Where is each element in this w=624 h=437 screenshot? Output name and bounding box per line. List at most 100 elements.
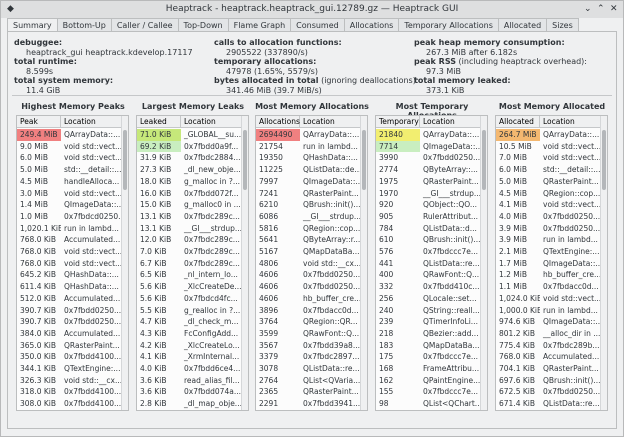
scrollbar-handle[interactable] (602, 130, 606, 190)
tab[interactable]: Consumed (291, 18, 345, 32)
table-row[interactable]: 5.0 MiB std::__detail::... (17, 164, 122, 176)
table-row[interactable]: 2365 QRasterPaint... (256, 386, 361, 398)
column-header[interactable]: Location (300, 116, 361, 127)
tab[interactable]: Top-Down (178, 18, 229, 32)
maximize-button[interactable]: ⌃ (597, 4, 605, 14)
table-row[interactable]: 3896 0x7fbdacc0d... (256, 305, 361, 317)
column-header[interactable]: Location (540, 116, 601, 127)
table-row[interactable]: 2.1 MiB QTextEngine:... (496, 246, 601, 258)
table-row[interactable]: 1.4 MiB QImageData::... (17, 199, 122, 211)
tab[interactable]: Allocated (498, 18, 548, 32)
table-row[interactable]: 7241 QRasterPaint... (256, 188, 361, 200)
table-row[interactable]: 3567 0x7fbdd39a8... (256, 340, 361, 352)
table-row[interactable]: 512.0 KiB Accumulated... (17, 293, 122, 305)
table-row[interactable]: 326.3 KiB void std::__cx... (17, 375, 122, 387)
table-row[interactable]: 671.4 KiB QListData::re... (496, 398, 601, 410)
table-row[interactable]: 390.7 KiB 0x7fbdd0250... (17, 316, 122, 328)
table-row[interactable]: 31.9 KiB 0x7fbdc2884... (137, 152, 242, 164)
table-row[interactable]: 4606 0x7fbdd0250... (256, 281, 361, 293)
table-row[interactable]: 576 0x7fbdccc7e... (376, 246, 481, 258)
table-row[interactable]: 658.1 KiBQHashData::... (496, 410, 601, 411)
table-row[interactable]: 168 FrameAttribu... (376, 363, 481, 375)
table-row[interactable]: 21754 run in lambd... (256, 141, 361, 153)
table-row[interactable]: 768.0 KiB void std::vect... (17, 258, 122, 270)
table-row[interactable]: 5.6 KiB 0x7fbdcd4fc... (137, 293, 242, 305)
tab[interactable]: Caller / Callee (111, 18, 179, 32)
table-row[interactable]: 7997 QImageData::... (256, 176, 361, 188)
table-row[interactable]: 4.1 MiB void std::vect... (496, 199, 601, 211)
scrollbar[interactable] (480, 116, 487, 410)
column-header[interactable]: Location (61, 116, 122, 127)
table-row[interactable]: 239 QTimerInfoLi... (376, 316, 481, 328)
scrollbar[interactable] (600, 116, 607, 410)
table-row[interactable]: 5167 QMapDataBa... (256, 246, 361, 258)
table-row[interactable]: 4606 0x7fbdd0250... (256, 269, 361, 281)
table-row[interactable]: 784 QListData::d... (376, 223, 481, 235)
table-row[interactable]: 1.1 MiB 0x7fbdacc0d... (496, 281, 601, 293)
tab[interactable]: Flame Graph (228, 18, 292, 32)
table-row[interactable]: 2764 QList<QVaria... (256, 375, 361, 387)
table-row[interactable]: 5.6 KiB _XlcCreateDe... (137, 281, 242, 293)
table-row[interactable]: 1970 __GI___strdup... (376, 188, 481, 200)
scrollbar[interactable] (360, 116, 367, 410)
table-row[interactable]: 264.7 MiB QArrayData::... (496, 129, 601, 141)
table-row[interactable]: 2.8 KiB _dl_map_obje... (137, 398, 242, 410)
table-row[interactable]: 4.5 MiB QRegion::cop... (496, 188, 601, 200)
table-row[interactable]: 1.2 MiB hb_buffer_cre... (496, 269, 601, 281)
table-row[interactable]: 1,024.0 KiB void std::vect... (496, 293, 601, 305)
app-icon[interactable]: ◆ (7, 4, 14, 14)
table-row[interactable]: 344.1 KiB QTextEngine:... (17, 363, 122, 375)
table-row[interactable]: 610 QBrush::init()... (376, 234, 481, 246)
table-row[interactable]: 15.0 KiB g_malloc0 in ... (137, 199, 242, 211)
minimize-button[interactable]: ⌄ (584, 4, 592, 14)
tab[interactable]: Sizes (547, 18, 579, 32)
table-row[interactable]: 3.9 MiB run in lambd... (496, 234, 601, 246)
column-header[interactable]: Leaked (137, 116, 181, 127)
table-row[interactable]: 7.0 MiB void std::vect... (496, 152, 601, 164)
column-header[interactable]: Temporary (376, 116, 420, 127)
table-row[interactable]: 905 RulerAttribut... (376, 211, 481, 223)
table-row[interactable]: 6086 __GI___strdup... (256, 211, 361, 223)
table-row[interactable]: 308.0 KiB 0x7fbdd4100... (17, 398, 122, 410)
table-row[interactable]: 2694490 QArrayData::... (256, 129, 361, 141)
table-row[interactable]: 9.0 MiB void std::vect... (17, 141, 122, 153)
table-row[interactable]: 2157QTextEngine:... (256, 410, 361, 411)
table-row[interactable]: 13.1 KiB 0x7fbdc289c... (137, 211, 242, 223)
table-row[interactable]: 19350 QHashData::... (256, 152, 361, 164)
table-row[interactable]: 672.5 KiB 0x7fbdd0250... (496, 386, 601, 398)
table-row[interactable]: 4.0 MiB 0x7fbdd0250... (496, 211, 601, 223)
tab[interactable]: Allocations (344, 18, 400, 32)
table-row[interactable]: 697.6 KiB QBrush::init()... (496, 375, 601, 387)
table-row[interactable]: 218 QBezier::add... (376, 328, 481, 340)
table-row[interactable]: 6.7 KiB 0x7fbdc289c... (137, 258, 242, 270)
table-row[interactable]: 4.1 KiB _XrmInternal... (137, 351, 242, 363)
table-row[interactable]: 71.0 KiB _GLOBAL__su... (137, 129, 242, 141)
table-row[interactable]: 6.5 KiB _nl_intern_lo... (137, 269, 242, 281)
table-row[interactable]: 801.2 KiB __alloc_dir in ... (496, 328, 601, 340)
table-row[interactable]: 350.0 KiB 0x7fbdd4100... (17, 351, 122, 363)
table-row[interactable]: 69.2 KiB 0x7fbdd0a9f... (137, 140, 242, 153)
table-row[interactable]: 4806 void std::__cx... (256, 258, 361, 270)
table-row[interactable]: 390.7 KiB 0x7fbdd0250... (17, 305, 122, 317)
table-row[interactable]: 974.6 KiB QImageData::... (496, 316, 601, 328)
table-row[interactable]: 318.0 KiB 0x7fbdd4100... (17, 386, 122, 398)
table-row[interactable]: 332 0x7fbdd410c... (376, 281, 481, 293)
table-row[interactable]: 3599 QRawFont::Q... (256, 328, 361, 340)
table-row[interactable]: 4.2 KiB _XlcCreateLo... (137, 340, 242, 352)
table-row[interactable]: 27.3 KiB _dl_new_obje... (137, 164, 242, 176)
table-row[interactable]: 1,020.1 KiB run in lambd... (17, 223, 122, 235)
column-header[interactable]: Allocated (496, 116, 540, 127)
scrollbar-handle[interactable] (482, 130, 486, 190)
table-row[interactable]: 6210 QBrush::init()... (256, 199, 361, 211)
close-button[interactable]: ✕ (610, 4, 618, 14)
table-row[interactable]: 441 QListData::re... (376, 258, 481, 270)
table-row[interactable]: 5.5 KiB g_realloc in ?... (137, 305, 242, 317)
scrollbar-handle[interactable] (123, 130, 127, 190)
table-row[interactable]: 920 QObject::QO... (376, 199, 481, 211)
table-row[interactable]: 611.4 KiB QHashData::... (17, 281, 122, 293)
table-row[interactable]: 3.0 MiB void std::vect... (17, 188, 122, 200)
table-row[interactable]: 1975 QRasterPaint... (376, 176, 481, 188)
table-row[interactable]: 645.2 KiB QHashData::... (17, 269, 122, 281)
table-row[interactable]: 155 0x7fbdccc7e... (376, 386, 481, 398)
table-row[interactable]: 3379 0x7fbdc2897... (256, 351, 361, 363)
